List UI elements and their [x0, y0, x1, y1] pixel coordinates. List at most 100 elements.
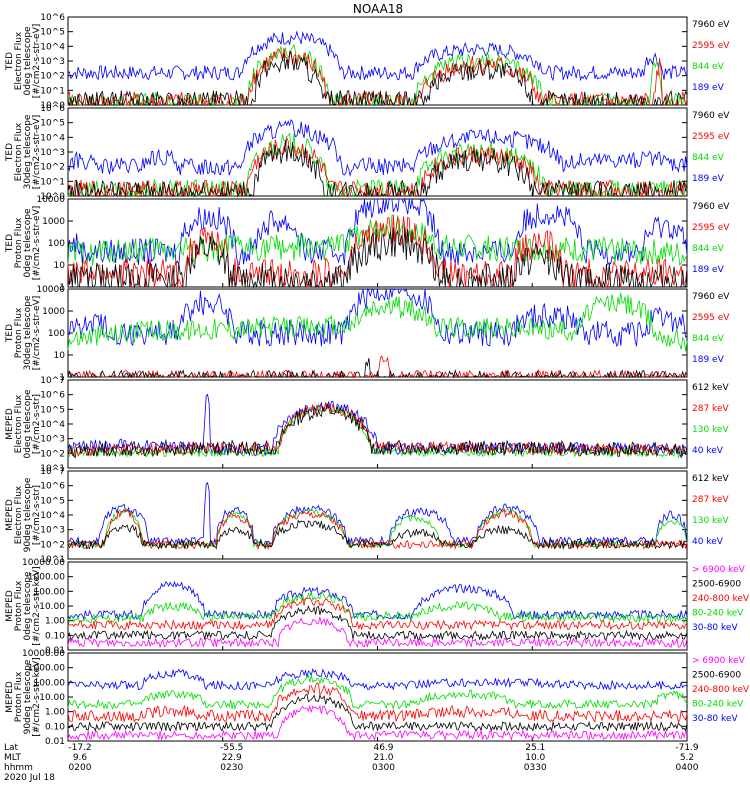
y-axis-label-line: TED [5, 52, 15, 71]
footer-date: 2020 Jul 18 [4, 773, 55, 783]
legend-entry: 80-240 keV [692, 700, 744, 710]
footer-value: 46.9 [373, 743, 393, 753]
y-tick-label: 1000.00 [28, 664, 65, 674]
legend-entry: 130 keV [692, 516, 729, 526]
y-tick-label: 10^7 [40, 376, 65, 386]
footer-value: -55.5 [220, 743, 243, 753]
y-axis-label-line: [#/cm2-s-str-eV] [32, 206, 42, 281]
y-tick-label: 10^4 [40, 133, 65, 143]
panels: 10^0 10^1 10^2 10^3 10^4 10^5 10^6 TED Electron … [5, 13, 750, 747]
legend-entry: 80-240 keV [692, 609, 744, 619]
legend-entry: 844 eV [692, 244, 725, 254]
y-axis-label-line: MEPED [5, 590, 15, 622]
y-tick-label: 1000 [42, 307, 65, 317]
y-tick-label: 10 [54, 261, 66, 271]
panel-6: 10^1 10^2 10^3 10^4 10^5 10^6 10^7 MEPED Electro… [5, 467, 729, 565]
y-axis-label-line: 90deg telescope [23, 659, 33, 734]
series-trace [67, 519, 688, 551]
y-tick-label: 10^5 [40, 119, 65, 129]
y-axis-label-line: Proton Flux [14, 307, 24, 358]
series-trace [67, 693, 688, 733]
panel-4: 1 10 100 1000 10000 TED Proton Flux 30deg teles… [5, 285, 730, 383]
legend-entry: 844 eV [692, 153, 725, 163]
footer-value: 5.2 [680, 753, 694, 763]
y-tick-label: 0.01 [45, 646, 65, 656]
y-tick-label: 10^4 [40, 420, 65, 430]
footer-value: 0230 [220, 763, 243, 773]
y-tick-label: 10.00 [39, 602, 65, 612]
y-tick-label: 100 [48, 329, 65, 339]
series-trace [67, 30, 688, 82]
series-trace [67, 403, 688, 459]
footer-value: -71.9 [675, 743, 699, 753]
series-trace [67, 50, 688, 107]
footer-value: -17.2 [68, 743, 91, 753]
legend-entry: 240-800 keV [692, 594, 750, 604]
legend-entry: 189 eV [692, 355, 725, 365]
y-tick-label: 10^2 [40, 72, 65, 82]
y-tick-label: 10^0 [40, 101, 65, 111]
legend-entry: 40 keV [692, 537, 724, 547]
series-trace [67, 140, 688, 198]
y-axis-label-line: TED [5, 324, 15, 343]
legend-entry: 40 keV [692, 446, 724, 456]
legend-entry: 189 eV [692, 83, 725, 93]
y-tick-label: 10000.00 [22, 558, 65, 568]
legend-entry: 7960 eV [692, 20, 730, 30]
legend-entry: 30-80 keV [692, 714, 738, 724]
legend-entry: > 6900 keV [692, 656, 746, 666]
series-trace [67, 508, 688, 550]
y-tick-label: 10000.00 [22, 649, 65, 659]
y-tick-label: 100.00 [34, 587, 66, 597]
y-axis-label-line: MEPED [5, 499, 15, 531]
y-axis-label-line: [#/cm2-s-str-eV] [32, 296, 42, 371]
series-trace [67, 358, 688, 379]
y-tick-label: 10^4 [40, 511, 65, 521]
series-trace [67, 354, 688, 379]
y-tick-label: 10^2 [40, 163, 65, 173]
y-tick-label: 10^3 [40, 435, 65, 445]
footer-value: 10.0 [525, 753, 545, 763]
series-trace [67, 682, 688, 723]
legend-entry: 612 keV [692, 383, 729, 393]
y-axis-label-line: 0deg telescope [23, 208, 33, 278]
y-tick-label: 10^2 [40, 449, 65, 459]
y-tick-label: 10000 [36, 285, 65, 295]
y-tick-label: 10^3 [40, 526, 65, 536]
y-axis-label-line: Proton Flux [14, 671, 24, 722]
legend-entry: 2500-6900 [692, 580, 741, 590]
legend-entry: > 6900 keV [692, 565, 746, 575]
series-trace [67, 197, 688, 266]
y-tick-label: 10^6 [40, 482, 65, 492]
footer-value: 9.6 [73, 753, 88, 763]
y-tick-label: 10000 [36, 195, 65, 205]
y-axis-label-line: [#/cm2-s-str] [32, 394, 42, 454]
y-tick-label: 10^6 [40, 391, 65, 401]
legend-entry: 612 keV [692, 474, 729, 484]
y-axis-label-line: Electron Flux [14, 122, 24, 181]
series-trace [67, 668, 688, 691]
series-trace [67, 704, 688, 741]
series-trace [67, 604, 688, 642]
footer-row-label: MLT [4, 753, 22, 763]
series-trace [67, 215, 688, 289]
y-axis-label-line: [#/cm2-s-str-keV] [32, 566, 42, 645]
legend-entry: 240-800 keV [692, 685, 750, 695]
y-tick-label: 1.00 [45, 617, 65, 627]
panel-frame [67, 16, 688, 106]
y-tick-label: 10^1 [40, 555, 65, 565]
y-tick-label: 100 [48, 239, 65, 249]
y-tick-label: 10.00 [39, 693, 65, 703]
y-tick-label: 10^4 [40, 42, 65, 52]
y-tick-label: 10^1 [40, 464, 65, 474]
series-trace [67, 674, 688, 711]
y-axis-label-line: 0deg telescope [23, 571, 33, 641]
y-tick-label: 10^0 [40, 192, 65, 202]
series-trace [67, 132, 688, 198]
panel-frame [67, 379, 688, 469]
y-tick-label: 1.00 [45, 708, 65, 718]
y-axis-label-line: Proton Flux [14, 580, 24, 631]
y-axis-label-line: 0deg telescope [23, 26, 33, 96]
legend-entry: 2595 eV [692, 223, 730, 233]
series-trace [67, 482, 688, 547]
